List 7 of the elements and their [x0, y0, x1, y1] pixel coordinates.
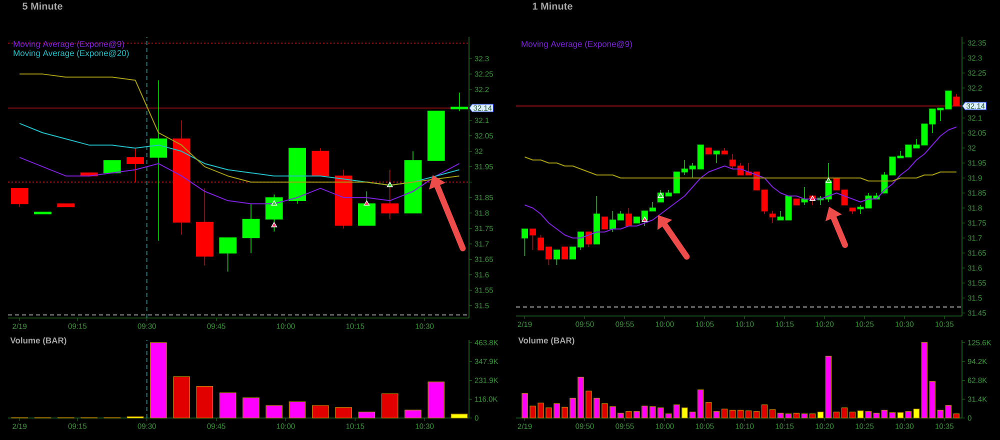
chart-title: 1 Minute — [532, 2, 572, 10]
chart-title: Volume (BAR) — [518, 337, 574, 346]
text: Moving Average (Expone@9) — [522, 40, 632, 49]
text: Moving Average (Expone@9) — [14, 40, 124, 49]
chart-title: Volume (BAR) — [10, 337, 66, 346]
chart-title: 5 Minute — [22, 2, 62, 10]
text: Moving Average (Expone@20) — [14, 50, 129, 58]
